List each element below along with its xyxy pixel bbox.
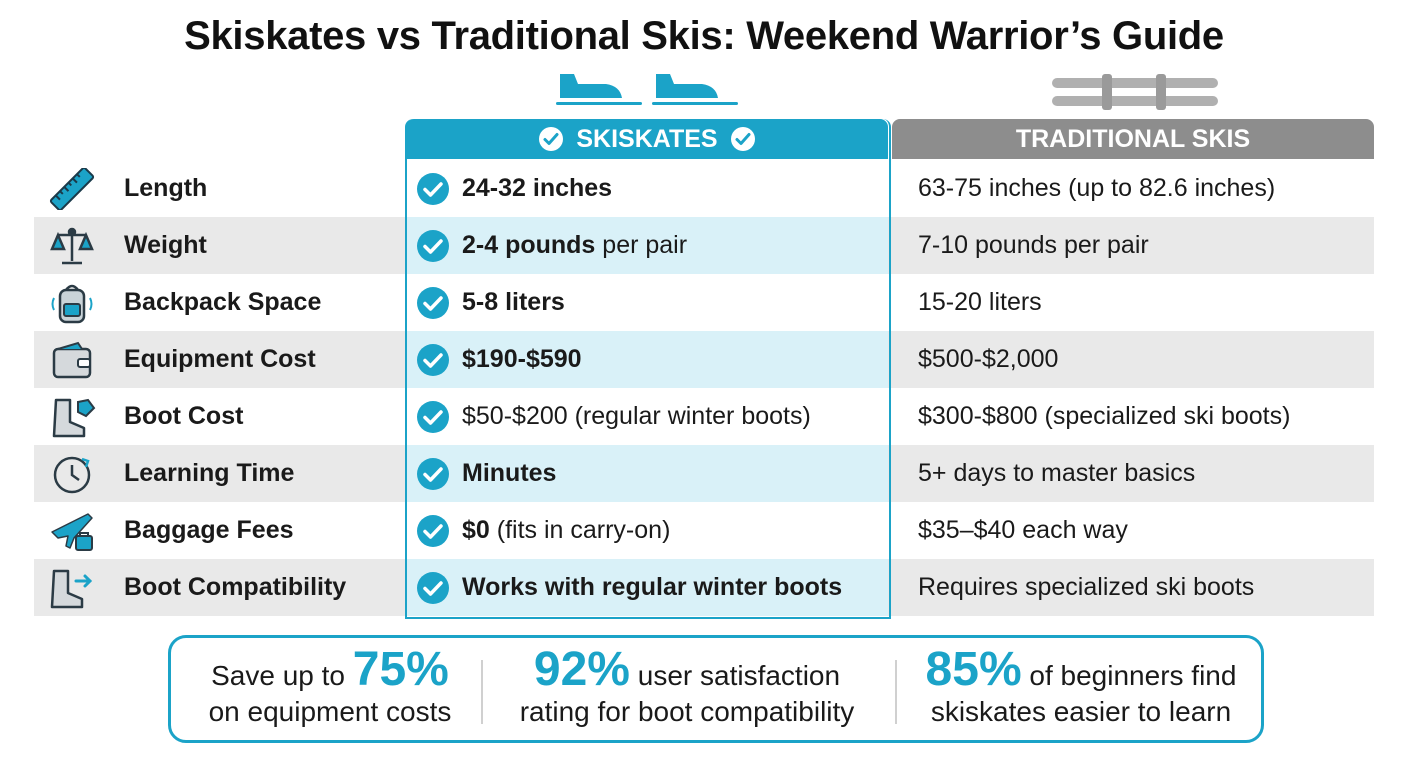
stat-satisfaction: 92% user satisfaction rating for boot co…: [497, 646, 877, 732]
skiskates-cell: $50-$200 (regular winter boots): [406, 388, 888, 445]
skiskates-column-header: SKISKATES: [406, 119, 888, 159]
clock-icon: [48, 453, 96, 495]
skiskates-value-bold: 24-32 inches: [462, 174, 613, 202]
skiskates-value: 24-32 inches: [462, 174, 612, 203]
skiskates-cell: Works with regular winter boots: [406, 559, 888, 616]
skiskates-cell: Minutes: [406, 445, 888, 502]
skiskates-value-bold: 2-4 pounds: [462, 231, 596, 259]
traditional-cell: 63-75 inches (up to 82.6 inches): [892, 160, 1374, 217]
check-circle-icon: [539, 127, 564, 151]
skiskates-value: $0 (fits in carry-on): [462, 516, 670, 545]
skiskates-value-bold: $0: [462, 516, 490, 544]
skiskates-value-rest: $50-$200 (regular winter boots): [462, 402, 811, 430]
stat-beginners-value: 85%: [925, 643, 1022, 696]
row-label: Backpack Space: [124, 288, 322, 316]
check-circle-icon: [417, 286, 449, 319]
table-row: Boot Cost $50-$200 (regular winter boots)…: [34, 388, 1374, 445]
stats-banner: Save up to 75% on equipment costs 92% us…: [168, 635, 1264, 743]
traditional-value: $300-$800 (specialized ski boots): [918, 402, 1291, 430]
check-circle-icon: [417, 172, 449, 205]
traditional-cell: $500-$2,000: [892, 331, 1374, 388]
table-row: Equipment Cost $190-$590 $500-$2,000: [34, 331, 1374, 388]
skiskates-value: $50-$200 (regular winter boots): [462, 402, 811, 431]
skiskates-value-bold: Minutes: [462, 459, 557, 487]
check-circle-icon: [730, 127, 755, 151]
scale-icon: [48, 225, 96, 267]
table-row: Boot Compatibility Works with regular win…: [34, 559, 1374, 616]
skiskates-value: 5-8 liters: [462, 288, 565, 317]
traditional-cell: Requires specialized ski boots: [892, 559, 1374, 616]
row-label: Baggage Fees: [124, 516, 294, 544]
skiskates-value: Minutes: [462, 459, 556, 488]
traditional-column-header: TRADITIONAL SKIS: [892, 119, 1374, 159]
skiskates-header-label: SKISKATES: [576, 124, 718, 153]
row-label: Equipment Cost: [124, 345, 316, 373]
stat-savings-caption: on equipment costs: [208, 696, 452, 727]
stat-savings-value: 75%: [352, 643, 449, 696]
check-circle-icon: [417, 400, 449, 433]
check-circle-icon: [417, 514, 449, 547]
stat-satisfaction-suffix: user satisfaction: [629, 660, 841, 691]
skiskates-value: Works with regular winter boots: [462, 573, 842, 602]
stat-beginners: 85% of beginners find skiskates easier t…: [911, 646, 1251, 732]
traditional-value: Requires specialized ski boots: [918, 573, 1255, 601]
table-row: Backpack Space 5-8 liters 15-20 liters: [34, 274, 1374, 331]
check-circle-icon: [417, 229, 449, 262]
row-label: Boot Compatibility: [124, 573, 347, 601]
boot-arrow-icon: [48, 567, 96, 609]
skiskates-cell: $190-$590: [406, 331, 888, 388]
skiskates-value-rest: (fits in carry-on): [489, 516, 671, 544]
traditional-header-label: TRADITIONAL SKIS: [1015, 124, 1251, 153]
traditional-value: 5+ days to master basics: [918, 459, 1196, 487]
traditional-value: 63-75 inches (up to 82.6 inches): [918, 174, 1276, 202]
skiskates-value: 2-4 pounds per pair: [462, 231, 687, 260]
ice-skates-icon: [556, 74, 738, 105]
traditional-cell: 15-20 liters: [892, 274, 1374, 331]
traditional-cell: 5+ days to master basics: [892, 445, 1374, 502]
table-row: Baggage Fees $0 (fits in carry-on) $35–$40…: [34, 502, 1374, 559]
skiskates-cell: $0 (fits in carry-on): [406, 502, 888, 559]
skiskates-value-bold: 5-8 liters: [462, 288, 565, 316]
traditional-value: 15-20 liters: [918, 288, 1042, 316]
plane-luggage-icon: [48, 510, 96, 552]
stat-satisfaction-caption: rating for boot compatibility: [519, 696, 855, 727]
traditional-value: $500-$2,000: [918, 345, 1059, 373]
traditional-cell: 7-10 pounds per pair: [892, 217, 1374, 274]
backpack-icon: [48, 282, 96, 324]
check-circle-icon: [417, 571, 449, 604]
traditional-cell: $300-$800 (specialized ski boots): [892, 388, 1374, 445]
traditional-value: $35–$40 each way: [918, 516, 1128, 544]
page-title: Skiskates vs Traditional Skis: Weekend W…: [184, 14, 1224, 58]
skiskates-cell: 2-4 pounds per pair: [406, 217, 888, 274]
ruler-icon: [48, 166, 96, 212]
skiskates-value-bold: Works with regular winter boots: [462, 573, 843, 601]
traditional-value: 7-10 pounds per pair: [918, 231, 1149, 259]
stat-beginners-caption: skiskates easier to learn: [930, 696, 1232, 727]
skiskates-value-bold: $190-$590: [462, 345, 582, 373]
skiskates-value-rest: per pair: [595, 231, 688, 259]
table-row: Weight 2-4 pounds per pair 7-10 pounds per…: [34, 217, 1374, 274]
stat-beginners-suffix: of beginners find: [1021, 660, 1237, 691]
check-circle-icon: [417, 457, 449, 490]
skiskates-cell: 5-8 liters: [406, 274, 888, 331]
table-row: Learning Time Minutes 5+ days to master ba…: [34, 445, 1374, 502]
skiskates-value: $190-$590: [462, 345, 582, 374]
row-label: Boot Cost: [124, 402, 244, 430]
row-label: Length: [124, 174, 208, 202]
row-label: Weight: [124, 231, 207, 259]
stat-divider: [481, 660, 483, 724]
check-circle-icon: [417, 343, 449, 376]
skis-icon: [1052, 74, 1218, 110]
boot-tag-icon: [48, 396, 96, 438]
wallet-icon: [48, 339, 96, 381]
traditional-cell: $35–$40 each way: [892, 502, 1374, 559]
stat-savings-prefix: Save up to: [211, 660, 353, 691]
table-row: Length 24-32 inches 63-75 inches (up to 82…: [34, 160, 1374, 217]
row-label: Learning Time: [124, 459, 295, 487]
stat-divider: [895, 660, 897, 724]
stat-savings: Save up to 75% on equipment costs: [189, 646, 471, 732]
stat-satisfaction-value: 92%: [533, 643, 630, 696]
skiskates-cell: 24-32 inches: [406, 160, 888, 217]
